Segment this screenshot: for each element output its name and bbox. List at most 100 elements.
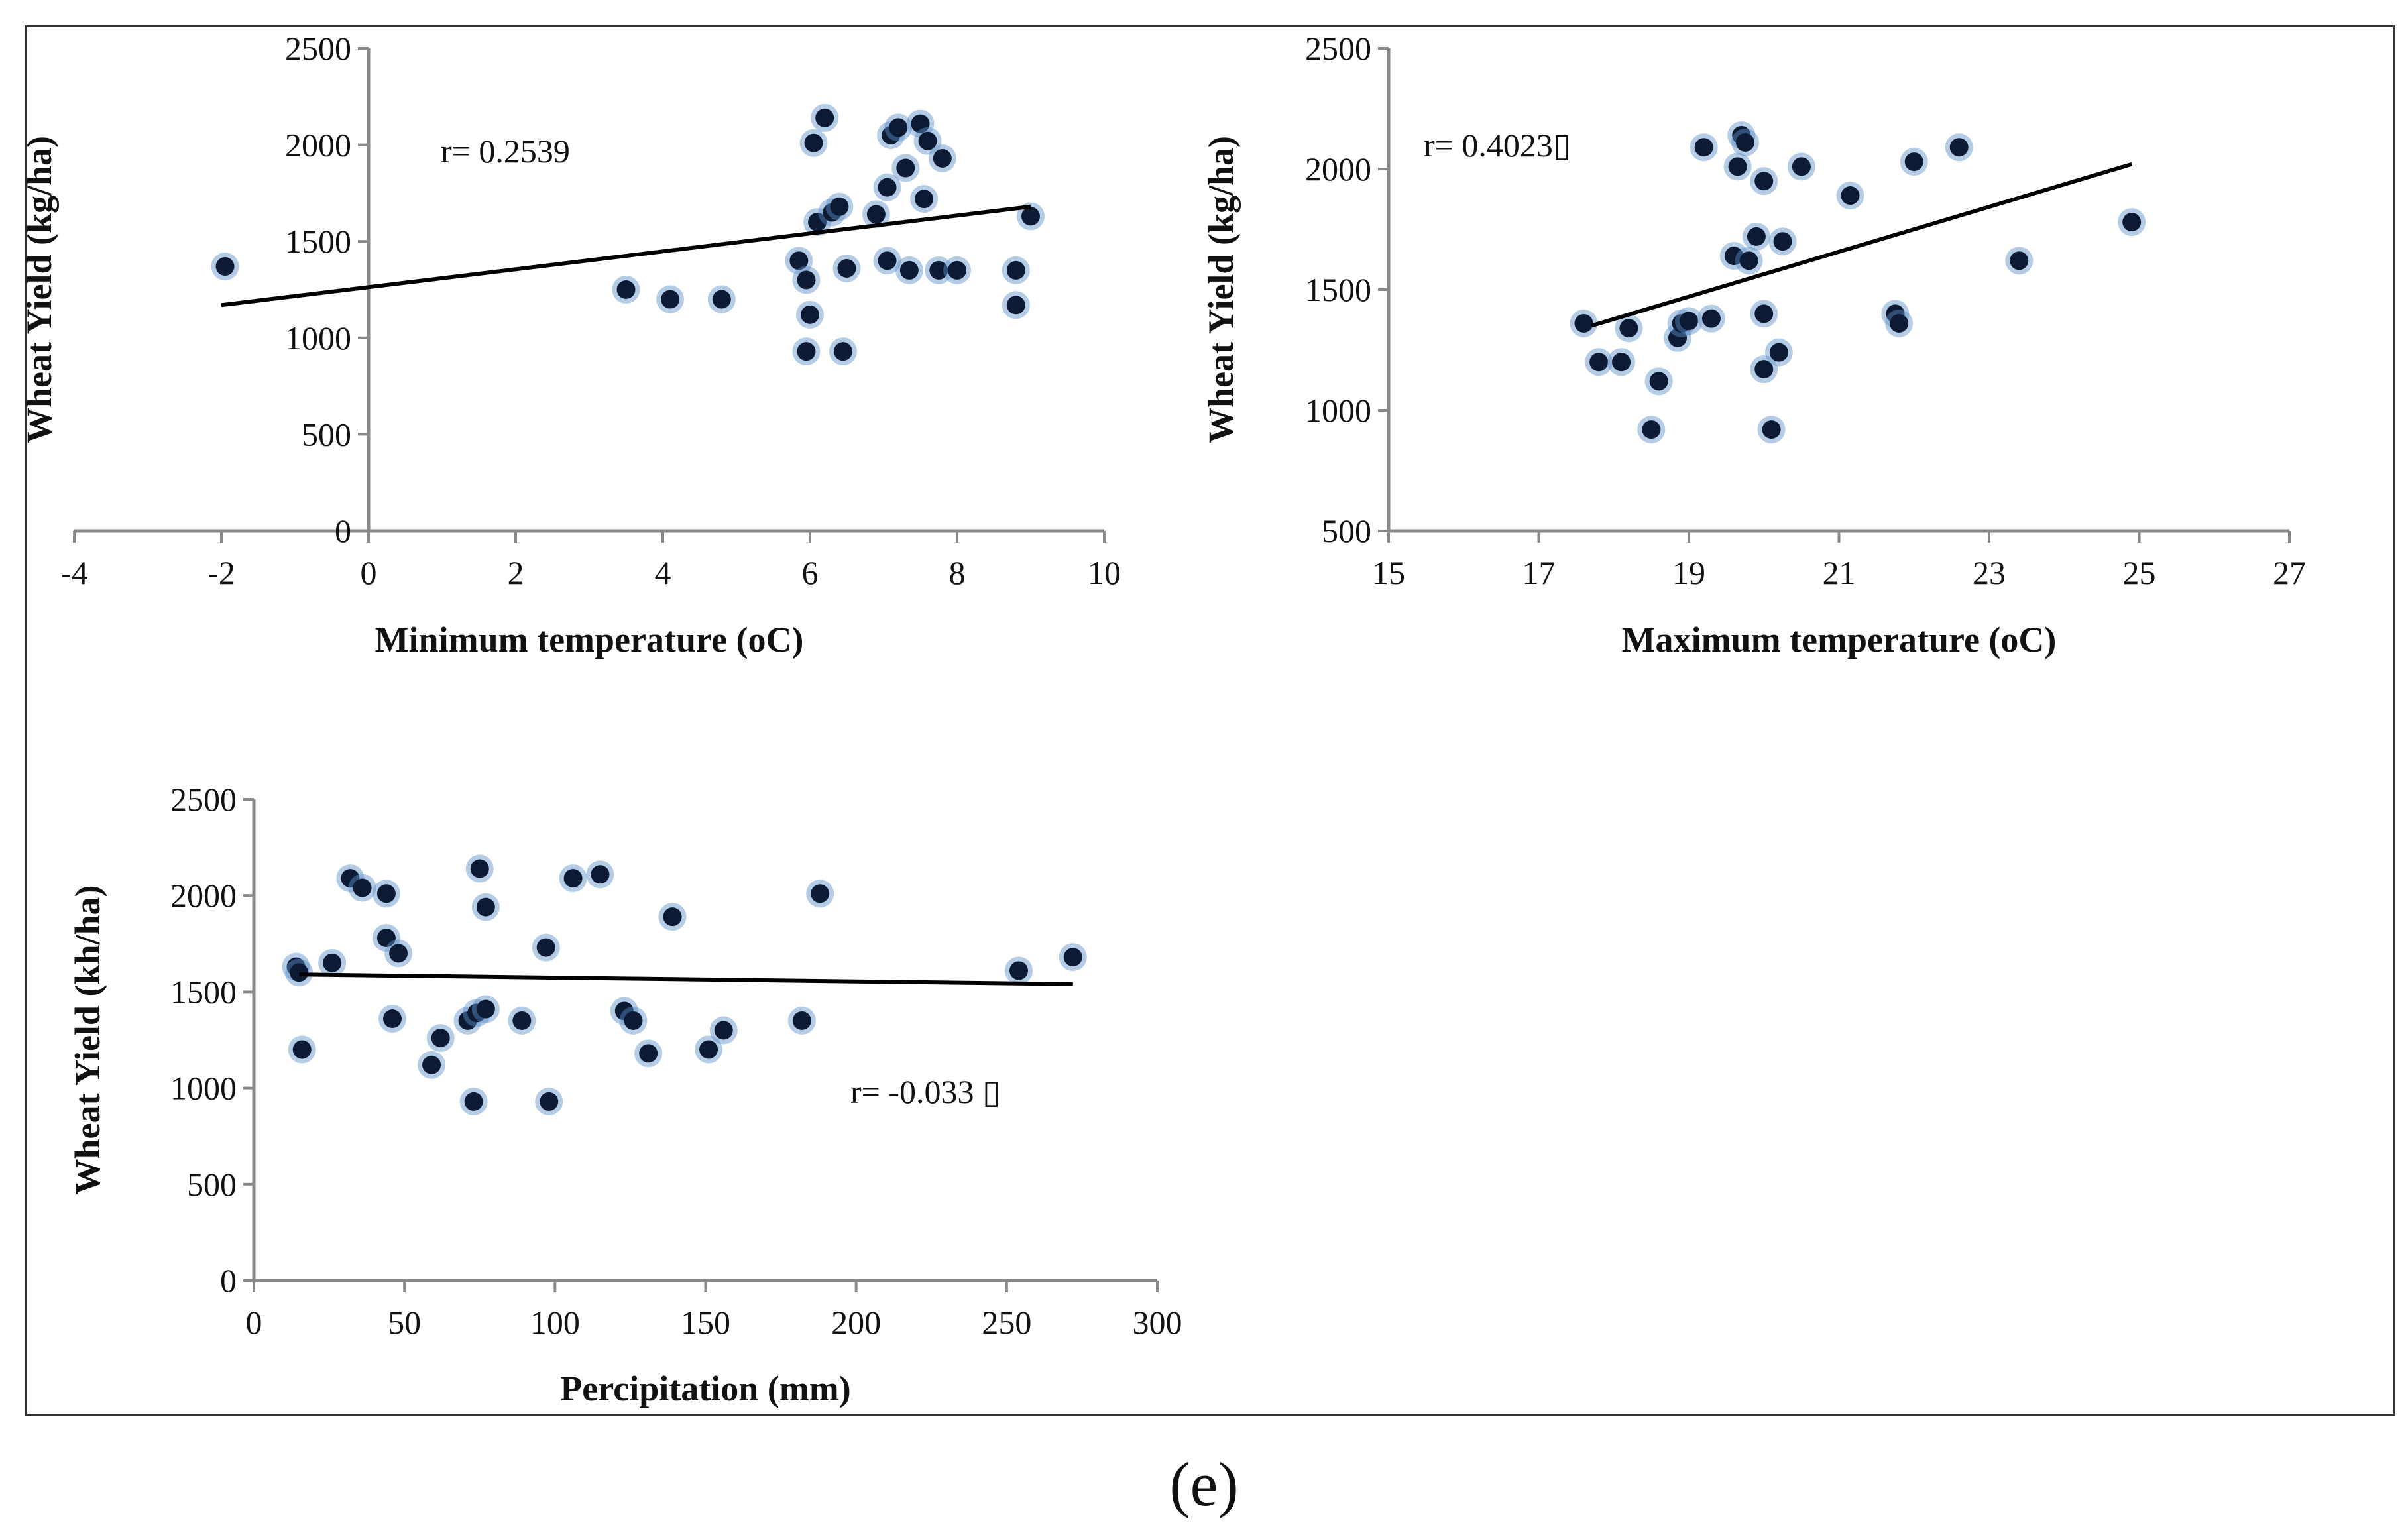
x-tick-label: 25: [2123, 554, 2156, 591]
y-axis-title: Wheat Yield (kh/ha): [68, 885, 107, 1194]
figure-caption: (e): [1169, 1450, 1239, 1519]
correlation-label: r= -0.033 ▯: [850, 1073, 1001, 1110]
data-point: [911, 114, 930, 133]
data-point: [512, 1011, 532, 1030]
data-point: [422, 1055, 441, 1074]
x-tick-label: 300: [1133, 1304, 1182, 1341]
data-point: [811, 884, 830, 903]
data-point: [470, 859, 489, 878]
data-point: [376, 884, 396, 903]
data-point: [1021, 207, 1040, 226]
x-tick-label: 100: [530, 1304, 580, 1341]
data-point: [1762, 420, 1781, 439]
data-point: [1680, 312, 1698, 331]
x-tick-label: -2: [207, 554, 235, 591]
data-point: [624, 1011, 643, 1030]
data-point: [714, 1021, 733, 1040]
data-point: [1589, 353, 1609, 372]
y-tick-label: 0: [335, 512, 351, 549]
data-point: [915, 190, 934, 209]
y-tick-label: 1500: [285, 223, 351, 260]
data-point: [866, 205, 886, 224]
data-point: [563, 869, 583, 888]
data-point: [792, 1011, 811, 1030]
data-point: [1754, 304, 1774, 323]
data-point: [896, 158, 915, 178]
y-tick-label: 500: [1322, 512, 1371, 549]
data-point: [1642, 420, 1661, 439]
data-point: [1904, 152, 1923, 172]
data-point: [837, 258, 856, 278]
data-point: [353, 878, 372, 897]
x-tick-label: 6: [802, 554, 819, 591]
x-tick-label: 200: [831, 1304, 881, 1341]
data-point: [1006, 296, 1025, 315]
data-point: [215, 257, 235, 276]
data-point: [1724, 247, 1743, 266]
x-tick-label: 23: [1973, 554, 2006, 591]
x-tick-label: 250: [982, 1304, 1031, 1341]
data-point: [933, 148, 952, 168]
y-tick-label: 500: [302, 416, 351, 453]
data-point: [804, 133, 823, 152]
data-point: [1792, 157, 1811, 176]
data-point: [663, 907, 682, 927]
data-point: [808, 213, 827, 232]
data-point: [878, 178, 897, 197]
data-point: [540, 1092, 559, 1111]
data-point: [889, 118, 908, 137]
data-point: [801, 305, 819, 324]
data-point: [2122, 213, 2142, 232]
data-point: [536, 938, 555, 957]
data-point: [878, 251, 897, 270]
trend-line: [299, 972, 1073, 986]
data-point: [1739, 251, 1758, 270]
data-point: [1063, 948, 1082, 967]
x-tick-label: 10: [1088, 554, 1121, 591]
data-point: [376, 929, 396, 948]
y-tick-label: 1500: [1305, 271, 1371, 308]
x-tick-label: 50: [388, 1304, 421, 1341]
data-point: [290, 963, 309, 982]
figure-frame: [25, 25, 2395, 1416]
x-axis-title: Percipitation (mm): [560, 1369, 850, 1408]
x-tick-label: 15: [1372, 554, 1405, 591]
data-point: [1769, 343, 1788, 362]
trend-line: [1590, 162, 2133, 328]
x-axis-title: Minimum temperature (oC): [375, 620, 804, 659]
data-point: [1754, 360, 1774, 379]
data-point: [1890, 313, 1909, 333]
data-point: [591, 865, 610, 884]
data-point: [476, 897, 495, 917]
data-point: [1574, 313, 1593, 333]
data-point: [639, 1044, 658, 1063]
data-point: [1841, 186, 1860, 205]
data-point: [389, 944, 408, 963]
data-point: [712, 290, 731, 309]
data-point: [797, 270, 816, 290]
data-point: [292, 1040, 312, 1059]
y-axis-title: Wheat Yield (kg/ha): [1201, 136, 1241, 443]
x-tick-label: 17: [1522, 554, 1556, 591]
data-point: [476, 999, 495, 1019]
data-point: [833, 342, 852, 361]
x-tick-label: 0: [246, 1304, 262, 1341]
data-point: [616, 280, 636, 299]
trend-line: [221, 204, 1031, 308]
correlation-label: r= 0.4023▯: [1424, 127, 1571, 164]
correlation-label: r= 0.2539: [441, 133, 570, 170]
data-point: [918, 131, 937, 150]
y-tick-label: 2500: [170, 781, 237, 818]
data-point: [1949, 138, 1969, 157]
data-point: [323, 953, 342, 972]
x-tick-label: 19: [1672, 554, 1705, 591]
data-point: [1754, 172, 1774, 191]
data-point: [929, 260, 948, 280]
y-tick-label: 2500: [1305, 30, 1371, 67]
data-point: [431, 1029, 450, 1048]
data-point: [1694, 138, 1713, 157]
y-tick-label: 1000: [170, 1070, 237, 1107]
y-tick-label: 0: [220, 1262, 237, 1299]
x-tick-label: 21: [1823, 554, 1856, 591]
